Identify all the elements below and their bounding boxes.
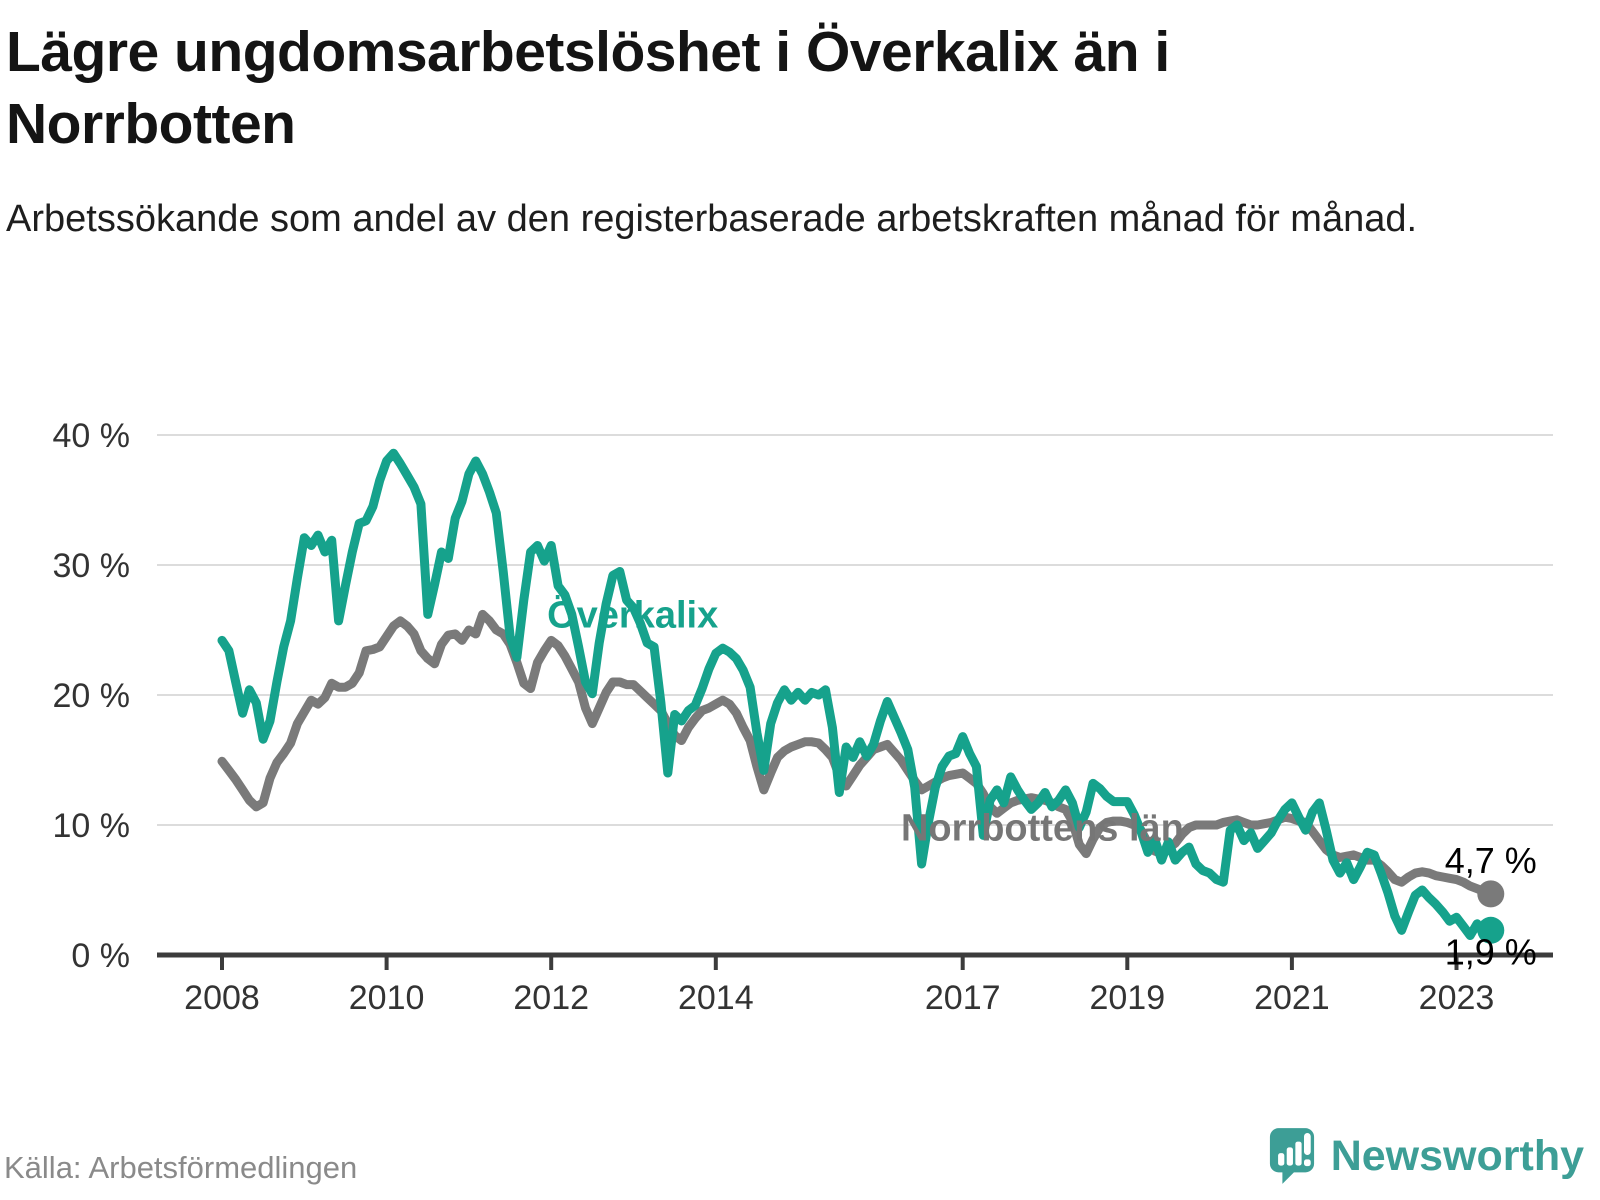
- newsworthy-logo-icon: [1269, 1128, 1314, 1184]
- series-end-label: 4,7 %: [1445, 840, 1537, 881]
- x-tick-label: 2008: [184, 979, 260, 1017]
- y-tick-label: 10 %: [53, 807, 131, 845]
- chart-subtitle: Arbetssökande som andel av den registerb…: [6, 197, 1418, 240]
- x-tick-label: 2023: [1419, 979, 1495, 1017]
- series-end-dot: [1477, 916, 1505, 944]
- y-tick-label: 20 %: [53, 677, 131, 715]
- x-tick-label: 2014: [678, 979, 754, 1017]
- chart-header: Lägre ungdomsarbetslöshet i Överkalix än…: [6, 16, 1584, 247]
- x-tick-label: 2012: [513, 979, 589, 1017]
- series-end-label: 1,9 %: [1445, 931, 1537, 972]
- y-tick-label: 40 %: [53, 417, 131, 455]
- newsworthy-wordmark: Newsworthy: [1330, 1131, 1584, 1180]
- x-tick-label: 2021: [1254, 979, 1330, 1017]
- series-name-label: Norrbottens län: [901, 808, 1184, 850]
- newsworthy-logo: Newsworthy: [1268, 1126, 1584, 1186]
- overkalix-line: [217, 448, 1496, 940]
- y-tick-label: 0 %: [71, 937, 130, 975]
- page-title: Lägre ungdomsarbetslöshet i Överkalix än…: [6, 16, 1584, 161]
- x-tick-label: 2017: [925, 979, 1001, 1017]
- title-line-1: Lägre ungdomsarbetslöshet i Överkalix än…: [6, 20, 1170, 84]
- x-tick-label: 2010: [349, 979, 425, 1017]
- x-tick-label: 2019: [1089, 979, 1165, 1017]
- chart-footer: Källa: Arbetsförmedlingen Newsworthy: [0, 1126, 1584, 1186]
- series-name-label: Överkalix: [547, 593, 718, 636]
- title-line-2: Norrbotten: [6, 92, 296, 157]
- series-end-dot: [1477, 880, 1505, 908]
- y-tick-label: 30 %: [53, 547, 131, 585]
- source-text: Källa: Arbetsförmedlingen: [4, 1150, 358, 1185]
